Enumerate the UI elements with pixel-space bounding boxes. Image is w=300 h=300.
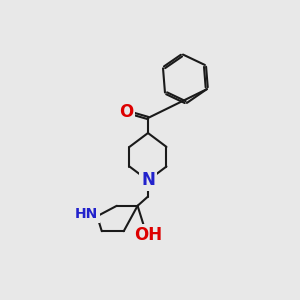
Text: OH: OH [134,226,162,244]
Text: HN: HN [75,207,98,221]
Text: O: O [119,103,133,121]
Text: N: N [141,171,155,189]
